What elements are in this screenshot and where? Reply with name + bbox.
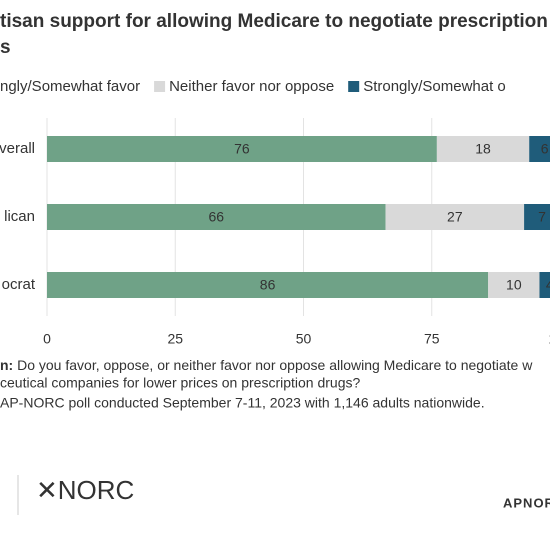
bar: [529, 136, 550, 162]
value-label: 7: [538, 209, 546, 225]
bar: [47, 204, 386, 230]
bar: [436, 136, 530, 162]
bar: [524, 204, 550, 230]
question: n: Do you favor, oppose, or neither favo…: [0, 357, 533, 373]
legend-label: ngly/Somewhat favor: [0, 78, 140, 95]
legend-swatch: [154, 81, 166, 92]
x-tick-label: 100: [548, 331, 550, 347]
value-label: 86: [260, 277, 276, 293]
value-label: 76: [234, 141, 250, 157]
question-text: Do you favor, oppose, or neither favor n…: [17, 357, 533, 373]
value-label: 18: [475, 141, 491, 157]
x-tick-label: 25: [167, 331, 183, 347]
chart-title: tisan support for allowing Medicare to n…: [0, 11, 550, 32]
x-tick-label: 75: [424, 331, 440, 347]
x-tick-label: 0: [43, 331, 51, 347]
value-label: 66: [209, 209, 225, 225]
legend-label: Neither favor nor oppose: [169, 78, 334, 95]
y-tick-label: lican: [4, 208, 35, 225]
bar: [539, 272, 550, 298]
legend-swatch: [348, 81, 360, 92]
value-label: 4: [546, 277, 550, 293]
value-label: 6: [541, 141, 549, 157]
bar: [385, 204, 525, 230]
y-tick-label: ocrat: [2, 276, 36, 293]
bar: [47, 272, 489, 298]
question-label: n:: [0, 357, 13, 373]
footer: APNOR: [503, 495, 550, 510]
bar: [47, 136, 437, 162]
legend-label: Strongly/Somewhat o: [363, 78, 506, 95]
logo: ✕NORC: [36, 475, 134, 505]
question-text: ceutical companies for lower prices on p…: [0, 375, 360, 391]
y-tick-label: verall: [0, 140, 35, 157]
chart-title: s: [0, 37, 11, 58]
bar: [488, 272, 540, 298]
value-label: 10: [506, 277, 522, 293]
value-label: 27: [447, 209, 463, 225]
x-tick-label: 50: [296, 331, 312, 347]
source: AP-NORC poll conducted September 7-11, 2…: [0, 395, 485, 411]
